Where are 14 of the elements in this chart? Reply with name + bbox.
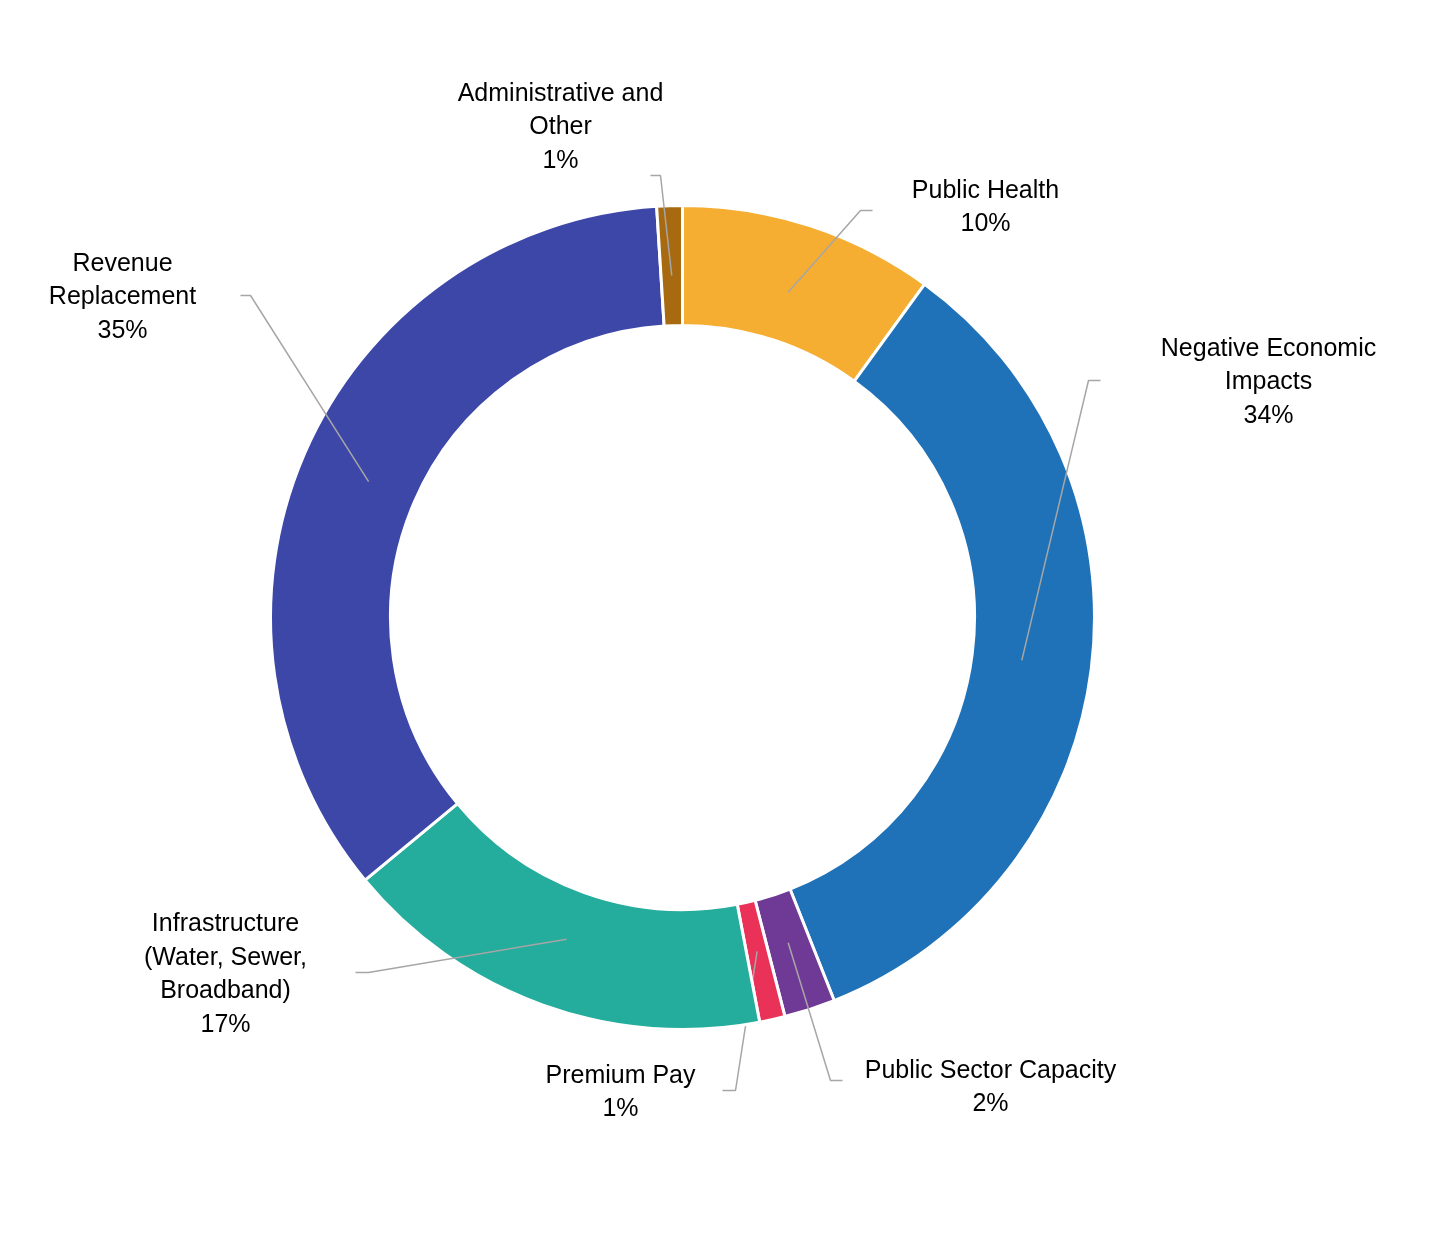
data-label: 10% xyxy=(960,208,1011,237)
slice-label: Revenue Replacement xyxy=(48,247,197,310)
slice-label: Public Sector Capacity xyxy=(864,1054,1117,1083)
slice-label: Public Health xyxy=(911,174,1060,203)
slice-label: Infrastructure (Water, Sewer, Broadband) xyxy=(143,908,308,1004)
slice-label: Negative Economic Impacts xyxy=(1160,332,1377,395)
data-label: 1% xyxy=(602,1093,639,1122)
slice-label: Premium Pay xyxy=(545,1059,697,1088)
data-label: 34% xyxy=(1243,400,1294,429)
data-label: 1% xyxy=(542,145,579,174)
data-label: 17% xyxy=(200,1008,251,1037)
data-label: 2% xyxy=(972,1088,1009,1117)
data-label: 35% xyxy=(97,315,148,344)
slice-label: Administrative and Other xyxy=(457,77,664,140)
